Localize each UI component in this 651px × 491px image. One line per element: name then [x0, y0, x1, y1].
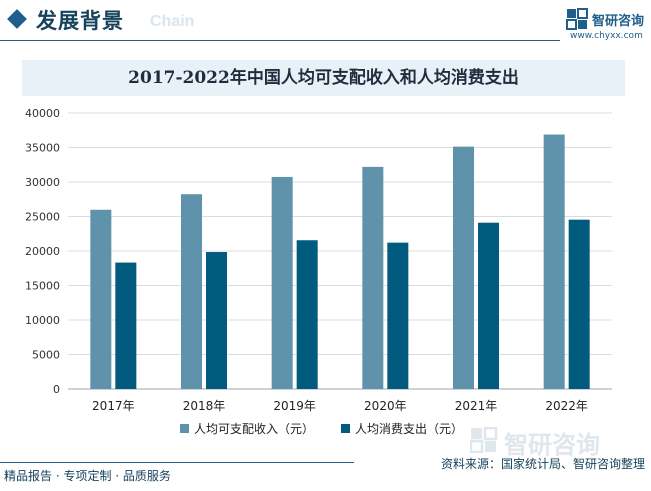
- bar-consumption: [296, 240, 318, 389]
- x-tick-label: 2021年: [455, 399, 498, 413]
- bar-income: [362, 166, 384, 389]
- bar-consumption: [206, 252, 227, 389]
- y-tick-label: 10000: [25, 314, 60, 327]
- diamond-icon: [7, 9, 27, 29]
- y-tick-label: 15000: [25, 280, 60, 293]
- watermark: 智研咨询: [470, 425, 640, 459]
- brand-name: 智研咨询: [592, 14, 645, 29]
- brand: 智研咨询 www.chyxx.com: [566, 8, 646, 42]
- bar-income: [181, 194, 202, 389]
- section-header: 发展背景 Chain: [0, 0, 651, 44]
- y-tick-label: 30000: [25, 176, 60, 189]
- y-tick-label: 35000: [25, 142, 60, 155]
- bar-consumption: [115, 262, 137, 389]
- bar-chart: 0 5000 10000 15000 20000 25000 30000 35000 40000…: [25, 107, 612, 436]
- x-tick-label: 2022年: [545, 399, 588, 413]
- brand-url[interactable]: www.chyxx.com: [570, 31, 643, 41]
- watermark-logo-icon: [470, 427, 498, 453]
- source-note: 资料来源：国家统计局、智研咨询整理: [440, 457, 645, 471]
- legend-label: 人均可支配收入（元）: [194, 422, 314, 436]
- bar-consumption: [387, 242, 409, 389]
- legend-label: 人均消费支出（元）: [355, 422, 463, 436]
- y-tick-label: 5000: [32, 349, 60, 362]
- y-tick-label: 25000: [25, 211, 60, 224]
- footer-slogan: 精品报告 · 专项定制 · 品质服务: [4, 469, 171, 483]
- ghost-text: Chain: [150, 13, 195, 30]
- y-tick-label: 40000: [25, 107, 60, 120]
- bar-income: [271, 176, 293, 389]
- y-tick-label: 0: [53, 383, 60, 396]
- legend-swatch: [341, 424, 350, 433]
- x-tick-label: 2020年: [364, 399, 407, 413]
- chart-title: 2017-2022年中国人均可支配收入和人均消费支出: [22, 60, 625, 96]
- brand-logo-icon: [566, 8, 588, 30]
- y-tick-label: 20000: [25, 245, 60, 258]
- legend-swatch: [180, 424, 189, 433]
- watermark-text: 智研咨询: [504, 431, 600, 459]
- x-tick-label: 2019年: [273, 399, 316, 413]
- bar-consumption: [478, 222, 499, 389]
- footer-divider: [0, 462, 354, 463]
- x-tick-label: 2018年: [183, 399, 226, 413]
- bar-income: [453, 146, 474, 389]
- bar-income: [543, 134, 565, 389]
- header-divider: [0, 40, 560, 41]
- bar-consumption: [568, 219, 590, 389]
- x-tick-label: 2017年: [92, 399, 135, 413]
- section-title: 发展背景: [36, 8, 124, 33]
- bar-income: [90, 209, 112, 389]
